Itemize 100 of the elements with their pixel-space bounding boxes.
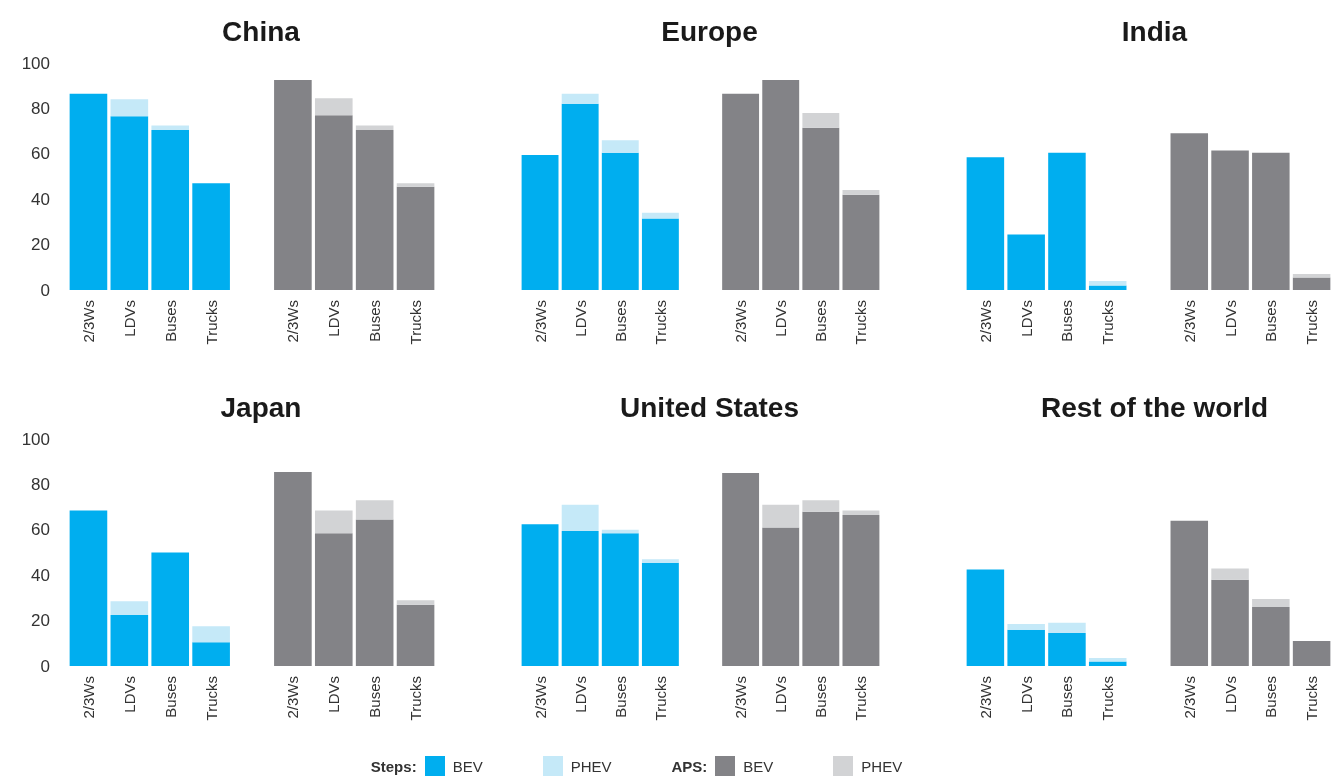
legend-label: BEV (452, 757, 483, 775)
bar (1007, 234, 1045, 290)
bar (1292, 274, 1331, 278)
x-tick-label: LDVs (120, 300, 138, 337)
bar (192, 183, 230, 290)
x-tick-label: LDVs (120, 676, 138, 713)
bar (521, 154, 559, 290)
x-tick-label: 2/3Ws (79, 676, 97, 719)
x-tick-label: 2/3Ws (284, 300, 302, 343)
x-tick-label: 2/3Ws (531, 676, 549, 719)
bar (966, 157, 1005, 290)
chart-title: China (222, 15, 301, 47)
x-tick-label: Trucks (852, 300, 870, 345)
bar (314, 115, 353, 290)
x-tick-label: LDVs (772, 676, 790, 713)
x-tick-label: Trucks (1303, 676, 1321, 721)
bar (1252, 599, 1290, 607)
x-tick-label: Buses (611, 676, 629, 718)
bar (722, 473, 760, 666)
legend-label: BEV (743, 757, 774, 775)
bar (1048, 622, 1086, 634)
bar (1292, 277, 1331, 290)
y-tick-label: 100 (21, 429, 50, 449)
y-tick-label: 60 (31, 520, 50, 540)
x-tick-label: LDVs (772, 300, 790, 337)
x-tick-label: Trucks (1099, 676, 1117, 721)
x-tick-label: LDVs (1017, 676, 1035, 713)
x-tick-label: LDVs (1017, 300, 1035, 337)
bar (966, 569, 1005, 666)
x-tick-label: LDVs (571, 300, 589, 337)
bar (1088, 661, 1127, 666)
x-tick-label: Trucks (407, 676, 425, 721)
bar (1211, 568, 1249, 580)
bar (1211, 150, 1249, 290)
bar (842, 194, 880, 290)
legend-label: PHEV (570, 757, 612, 775)
x-tick-label: 2/3Ws (284, 676, 302, 719)
text: Steps: (370, 757, 417, 775)
chart-title: India (1121, 15, 1188, 47)
bar (355, 500, 394, 520)
x-tick-label: Buses (1262, 300, 1280, 342)
bar (69, 510, 108, 666)
x-tick-label: LDVs (1221, 300, 1239, 337)
bar (1252, 606, 1290, 666)
bar (561, 93, 599, 104)
x-tick-label: 2/3Ws (732, 676, 750, 719)
x-tick-label: Trucks (852, 676, 870, 721)
x-tick-label: LDVs (571, 676, 589, 713)
bar (1211, 579, 1249, 666)
x-tick-label: LDVs (325, 676, 343, 713)
bar (722, 93, 760, 290)
bar (641, 559, 679, 563)
x-tick-label: LDVs (325, 300, 343, 337)
bar (110, 116, 149, 290)
bar (314, 533, 353, 666)
x-tick-label: Trucks (407, 300, 425, 345)
x-tick-label: Buses (366, 300, 384, 342)
bar (396, 600, 435, 605)
bar (1007, 624, 1045, 630)
bar (274, 80, 312, 290)
x-tick-label: Buses (1058, 300, 1076, 342)
bar (561, 103, 599, 290)
bar (802, 112, 840, 128)
x-tick-label: Buses (161, 676, 179, 718)
x-tick-label: Buses (1262, 676, 1280, 718)
bar (110, 601, 149, 615)
x-tick-label: Buses (812, 300, 830, 342)
x-tick-label: Buses (1058, 676, 1076, 718)
bar (192, 642, 230, 666)
x-tick-label: Buses (812, 676, 830, 718)
bar (355, 125, 394, 130)
bar (396, 183, 435, 187)
y-tick-label: 40 (31, 189, 50, 209)
x-tick-label: 2/3Ws (1180, 300, 1198, 343)
y-tick-label: 20 (31, 235, 50, 255)
x-tick-label: Trucks (1099, 300, 1117, 345)
x-tick-label: 2/3Ws (976, 300, 994, 343)
bar (1048, 633, 1086, 666)
bar (151, 552, 190, 666)
bar (641, 218, 679, 290)
x-tick-label: 2/3Ws (1180, 676, 1198, 719)
x-tick-label: Buses (611, 300, 629, 342)
x-tick-label: 2/3Ws (732, 300, 750, 343)
text: APS: (671, 757, 708, 775)
bar (69, 93, 108, 290)
bar (561, 530, 599, 666)
x-tick-label: 2/3Ws (976, 676, 994, 719)
legend-label: PHEV (861, 757, 903, 775)
bar (601, 140, 639, 153)
bar (355, 129, 394, 290)
chart-title: Europe (661, 15, 758, 47)
bar (1088, 285, 1127, 290)
bar (110, 614, 149, 666)
bar (521, 524, 559, 666)
bar (355, 519, 394, 666)
bar (1170, 133, 1209, 290)
bar (762, 527, 800, 666)
chart-title: Japan (220, 391, 302, 423)
y-tick-label: 60 (31, 144, 50, 164)
bar (314, 510, 353, 534)
